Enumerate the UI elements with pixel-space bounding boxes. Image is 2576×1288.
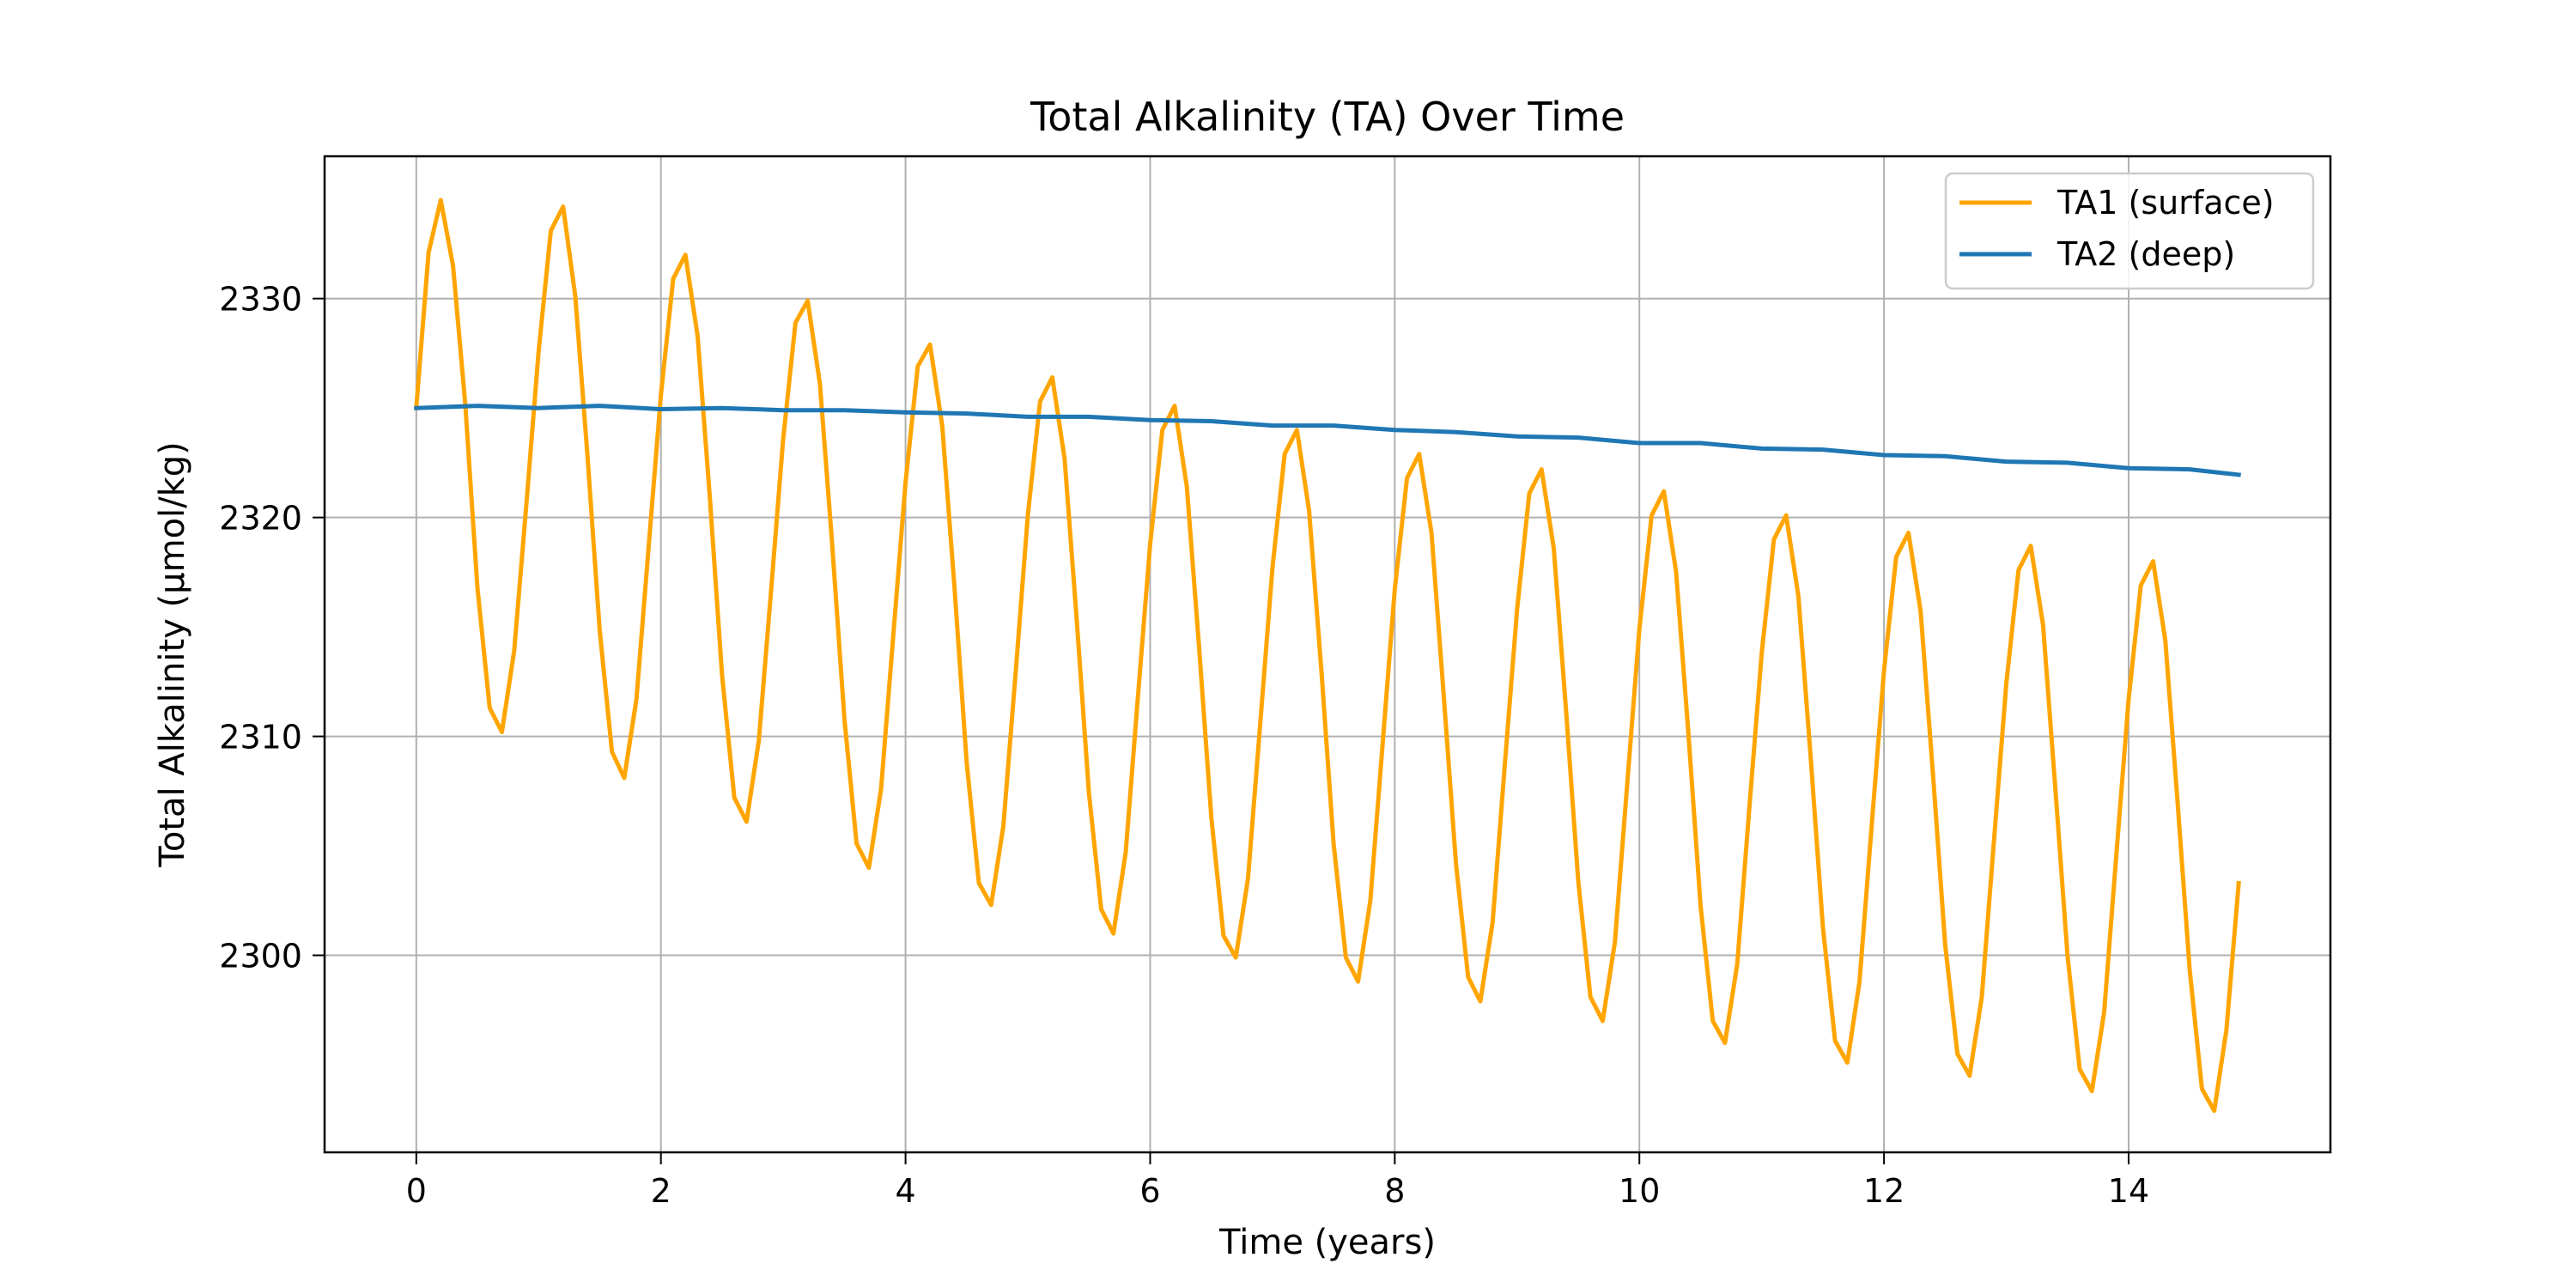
x-axis-label: Time (years) [1218, 1223, 1436, 1262]
y-tick-label: 2330 [219, 281, 302, 319]
chart-title: Total Alkalinity (TA) Over Time [1030, 94, 1625, 140]
series-line-ta2-deep [414, 404, 2241, 477]
plot-frame [323, 155, 2332, 1154]
x-tick-label: 12 [1863, 1172, 1905, 1210]
series-lines [414, 197, 2241, 1114]
x-tick-label: 8 [1384, 1172, 1405, 1210]
legend-label-ta2: TA2 (deep) [2057, 235, 2235, 273]
y-axis-label: Total Alkalinity (µmol/kg) [153, 441, 192, 868]
legend: TA1 (surface) TA2 (deep) [1944, 172, 2315, 290]
axis-ticks: 0 2 4 6 8 10 12 14 2300 2310 2320 2330 [219, 281, 2149, 1210]
y-tick-label: 2310 [219, 719, 302, 756]
y-tick-label: 2300 [219, 938, 302, 975]
x-tick-label: 0 [406, 1172, 427, 1210]
x-tick-label: 10 [1619, 1172, 1660, 1210]
y-tick-label: 2320 [219, 500, 302, 538]
x-tick-label: 4 [895, 1172, 915, 1210]
x-tick-label: 2 [651, 1172, 671, 1210]
legend-box [1944, 172, 2315, 290]
x-tick-label: 6 [1139, 1172, 1160, 1210]
x-tick-label: 14 [2108, 1172, 2149, 1210]
legend-label-ta1: TA1 (surface) [2057, 184, 2275, 222]
series-line-ta1-surface [414, 197, 2241, 1114]
